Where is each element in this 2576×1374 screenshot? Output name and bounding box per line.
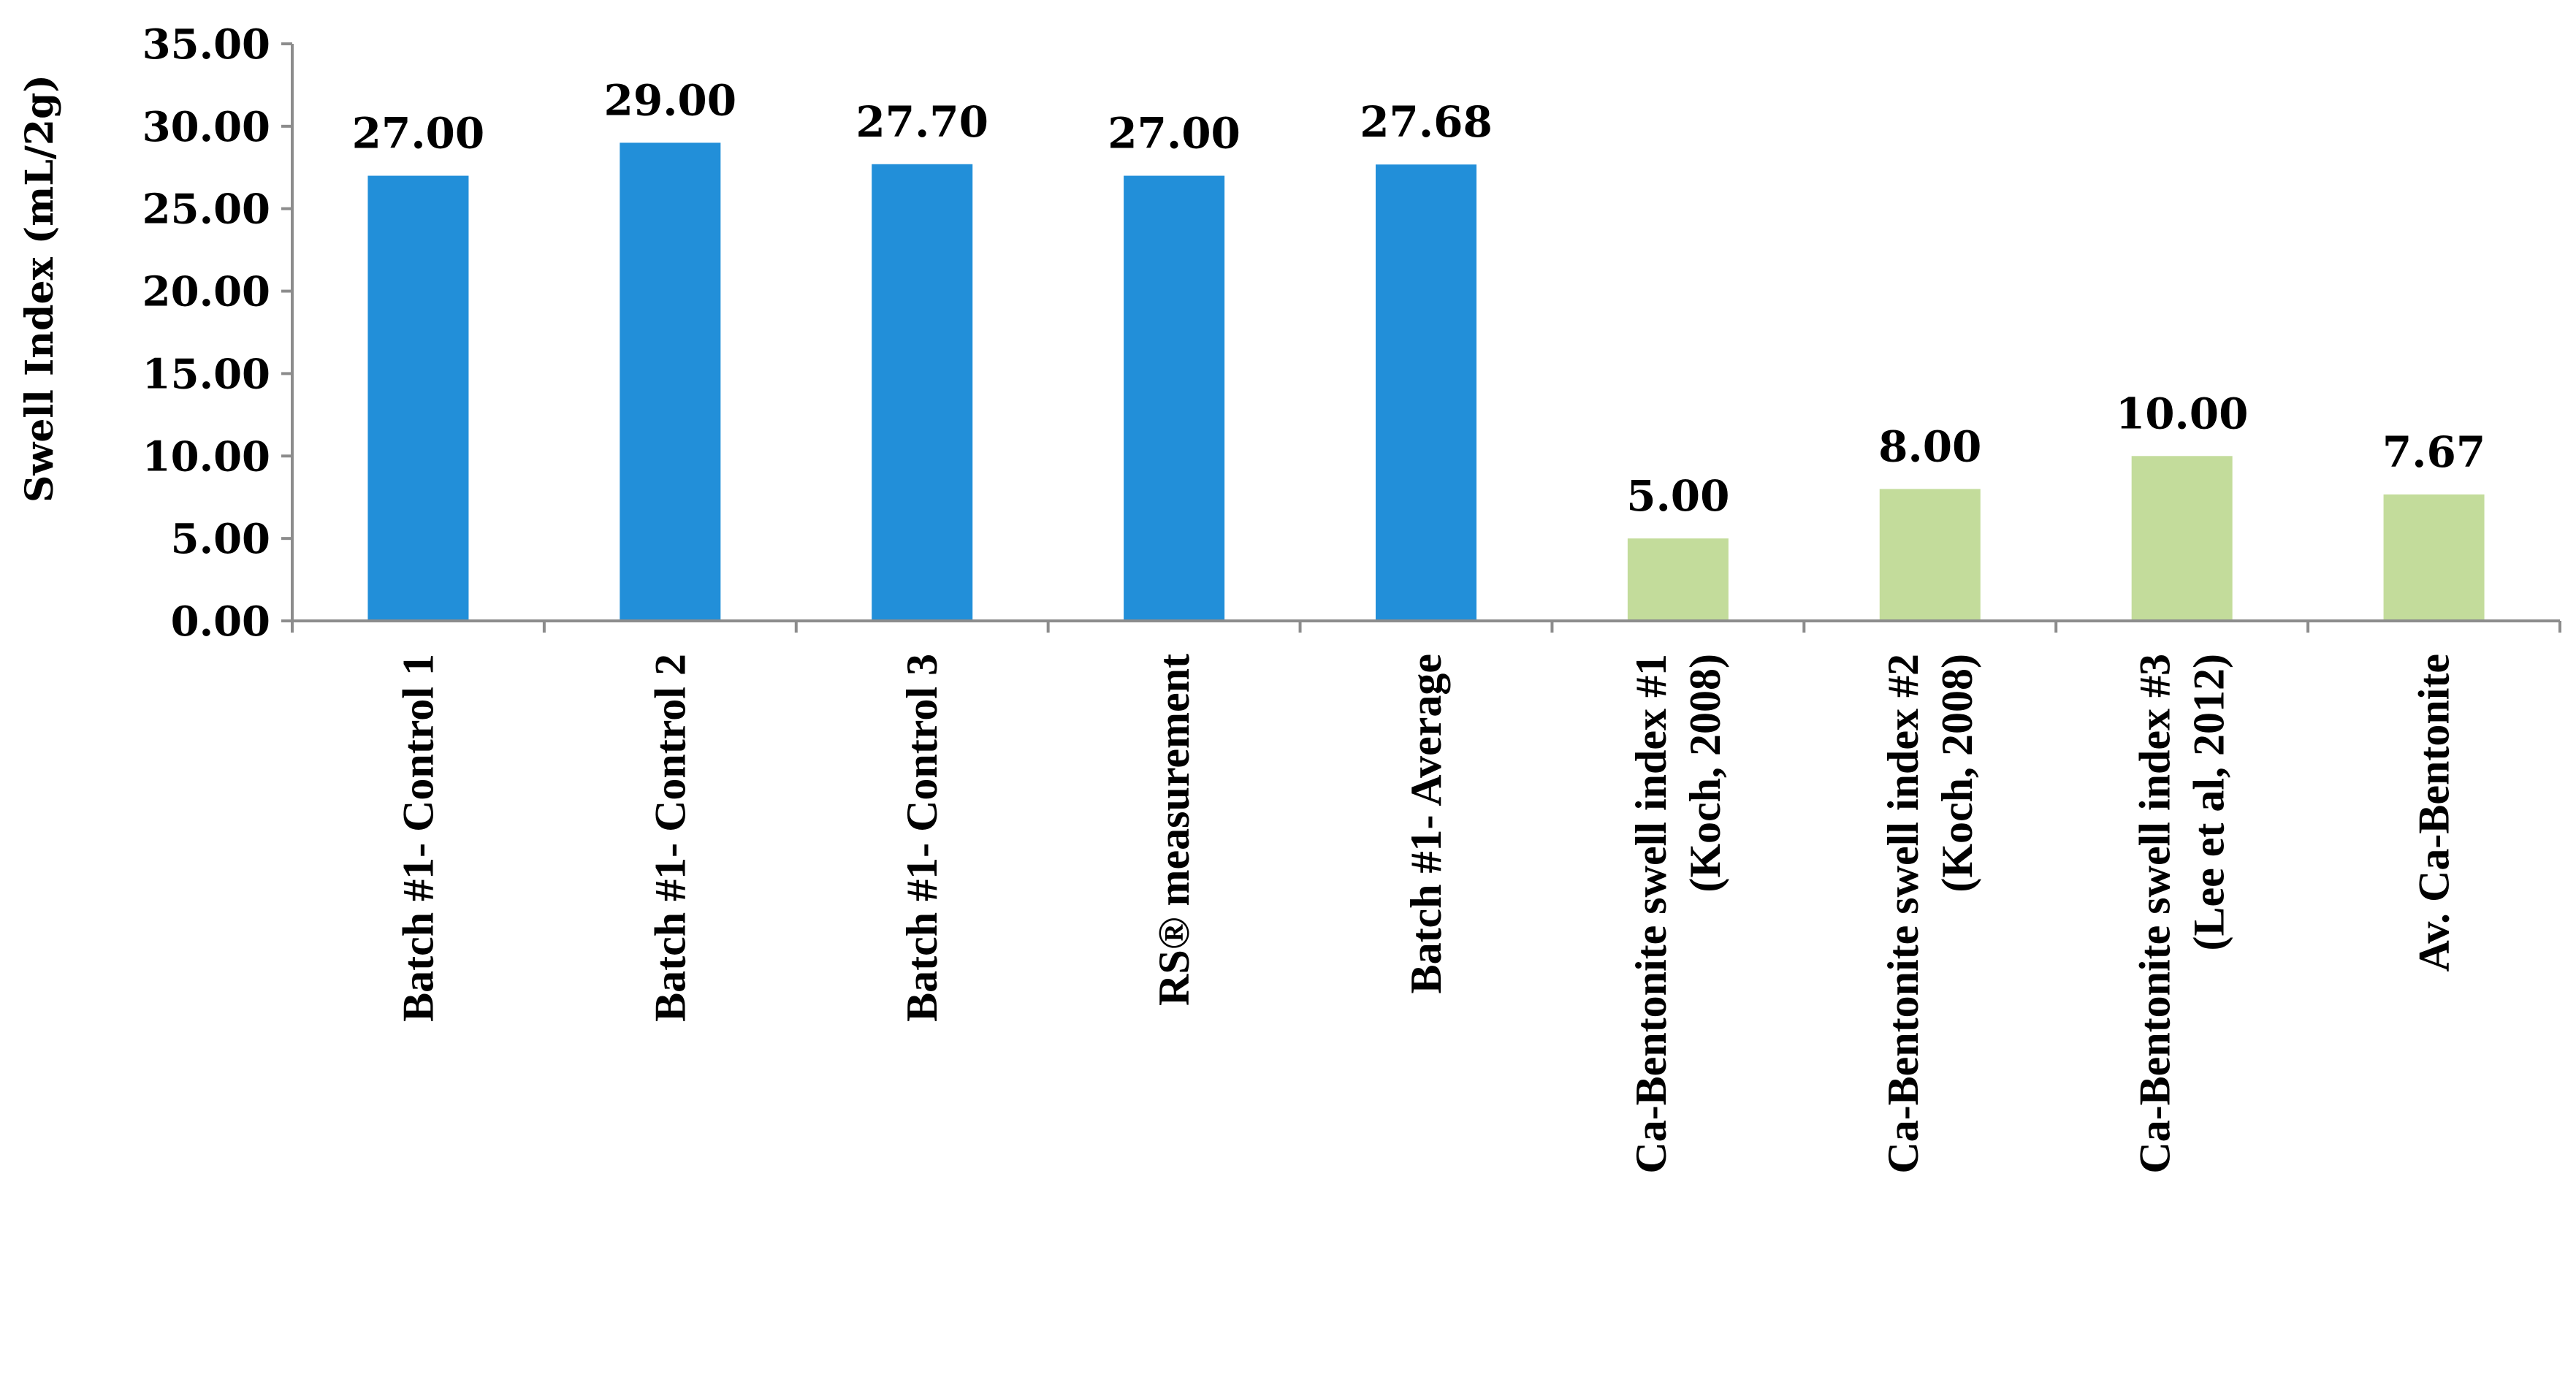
y-tick-label: 35.00 xyxy=(142,20,270,69)
data-label: 27.00 xyxy=(1108,109,1241,159)
x-tick-label: Ca-Bentonite swell index #3 xyxy=(2131,654,2179,1174)
bar xyxy=(367,175,469,622)
data-label: 5.00 xyxy=(1626,471,1729,521)
bar xyxy=(1879,489,1981,621)
data-label: 7.67 xyxy=(2382,427,2485,477)
x-tick-label: (Koch, 2008) xyxy=(1681,654,1729,893)
bars xyxy=(367,142,2485,622)
x-axis-tick-labels: Batch #1- Control 1 Batch #1- Control 2 Ba… xyxy=(394,654,2458,1174)
bar xyxy=(2383,494,2485,621)
axes xyxy=(281,44,2560,622)
x-tick-label: (Koch, 2008) xyxy=(1933,654,1981,893)
y-axis-ticks: 0.00 5.00 10.00 15.00 20.00 25.00 30.00 35.00 xyxy=(142,20,292,646)
x-tick-label: Batch #1- Average xyxy=(1402,654,1450,993)
y-tick-label: 25.00 xyxy=(142,186,270,234)
data-label: 29.00 xyxy=(604,75,737,125)
bar xyxy=(620,142,721,621)
data-label: 10.00 xyxy=(2116,389,2249,438)
data-labels: 27.00 29.00 27.70 27.00 27.68 5.00 8.00 10.00 7.… xyxy=(352,75,2486,521)
bar xyxy=(872,164,973,621)
data-label: 27.00 xyxy=(352,109,485,159)
x-tick-label: Batch #1- Control 2 xyxy=(646,654,694,1022)
data-label: 27.68 xyxy=(1360,97,1493,147)
y-tick-label: 20.00 xyxy=(142,268,270,316)
bar xyxy=(1124,175,1225,622)
x-tick-label: Ca-Bentonite swell index #1 xyxy=(1627,654,1675,1174)
bar xyxy=(1376,164,1476,622)
y-tick-label: 5.00 xyxy=(171,515,270,563)
x-tick-label: Batch #1- Control 3 xyxy=(898,654,946,1022)
y-tick-label: 10.00 xyxy=(142,432,270,481)
x-tick-label: Batch #1- Control 1 xyxy=(394,654,442,1022)
y-axis-title: Swell Index (mL/2g) xyxy=(18,75,62,503)
y-tick-label: 0.00 xyxy=(171,598,270,646)
y-axis-title-group: Swell Index (mL/2g) xyxy=(18,75,62,503)
x-tick-label: (Lee et al, 2012) xyxy=(2185,654,2233,951)
bar xyxy=(2131,456,2233,621)
bar xyxy=(1627,538,1729,621)
x-axis-ticks xyxy=(291,621,2561,633)
x-tick-label: RS® measurement xyxy=(1150,654,1198,1006)
data-label: 27.70 xyxy=(856,97,988,147)
x-tick-label: Av. Ca-Bentonite xyxy=(2410,654,2458,972)
data-label: 8.00 xyxy=(1878,421,1981,471)
y-tick-label: 15.00 xyxy=(142,350,270,398)
x-tick-label: Ca-Bentonite swell index #2 xyxy=(1879,654,1927,1174)
y-tick-label: 30.00 xyxy=(142,103,270,151)
